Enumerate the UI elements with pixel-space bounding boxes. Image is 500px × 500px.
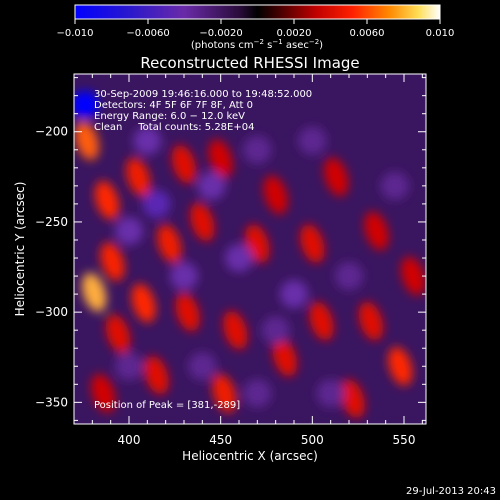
axis-ticks: 400 450 500 550 −200 −250 −300 −350	[35, 74, 426, 447]
x-tick-label: 500	[301, 433, 324, 447]
positive-blob	[144, 355, 169, 395]
positive-blob	[364, 211, 389, 251]
negative-blob	[243, 135, 272, 164]
positive-blob	[272, 337, 297, 377]
negative-blob	[170, 262, 198, 291]
negative-blob	[280, 280, 308, 309]
positive-blob	[91, 374, 116, 413]
positive-blob	[208, 139, 233, 179]
annotation-detectors: Detectors: 4F 5F 6F 7F 8F, Att 0	[94, 100, 253, 111]
footer-timestamp: 29-Jul-2013 20:43	[406, 486, 496, 497]
negative-blob	[335, 262, 363, 291]
positive-blob	[223, 310, 248, 350]
negative-blob	[142, 189, 171, 218]
annotations: 30-Sep-2009 19:46:16.000 to 19:48:52.000…	[94, 89, 312, 411]
negative-blob	[188, 352, 217, 381]
positive-blob	[100, 242, 125, 281]
negative-blob	[74, 90, 99, 119]
x-axis-label: Heliocentric X (arcsec)	[182, 449, 318, 463]
x-tick-label: 450	[209, 433, 232, 447]
negative-blob	[225, 244, 253, 273]
colorbar-tick-label: 0.0020	[277, 28, 312, 39]
positive-blob	[300, 224, 325, 263]
positive-blob	[175, 292, 200, 332]
positive-blob	[401, 256, 426, 296]
positive-blob	[212, 374, 237, 413]
positive-blob	[94, 180, 120, 220]
positive-blob	[171, 144, 197, 184]
chart-title: Reconstructed RHESSI Image	[140, 54, 359, 72]
negative-blob	[115, 352, 143, 381]
plot-frame	[73, 73, 427, 425]
negative-blob	[380, 171, 409, 200]
negative-blob	[261, 316, 290, 345]
y-tick-label: −300	[35, 305, 68, 319]
colorbar-tick-label: −0.0020	[199, 28, 242, 39]
colorbar-units: (photons cm−2 s−1 asec−2)	[191, 38, 323, 51]
positive-blob	[388, 346, 413, 386]
colorbar-tick-label: 0.0060	[350, 28, 385, 39]
colorbar-tick-label: −0.010	[56, 28, 93, 39]
y-tick-label: −200	[35, 125, 68, 139]
positive-blob	[340, 379, 365, 419]
negative-blob	[243, 379, 272, 408]
negative-blob	[316, 379, 345, 408]
y-tick-label: −250	[35, 215, 68, 229]
annotation-peak: Position of Peak = [381,-289]	[94, 400, 240, 411]
positive-blob	[190, 202, 215, 242]
colorbar-tick-label: −0.0060	[126, 28, 169, 39]
positive-blob	[309, 301, 334, 341]
negative-blob	[197, 171, 226, 200]
positive-blob	[126, 157, 151, 197]
positive-blob	[131, 283, 156, 323]
annotation-time: 30-Sep-2009 19:46:16.000 to 19:48:52.000	[94, 89, 312, 100]
colorbar-tick-label: 0.010	[426, 28, 455, 39]
positive-blob	[263, 175, 288, 215]
heatmap-image	[74, 74, 426, 424]
positive-blob	[358, 301, 384, 341]
negative-blob	[133, 126, 162, 155]
positive-blob	[324, 157, 349, 197]
annotation-energy: Energy Range: 6.0 − 12.0 keV	[94, 111, 245, 122]
x-tick-label: 400	[118, 433, 141, 447]
positive-blob	[105, 314, 131, 354]
negative-blob	[298, 126, 327, 155]
positive-blob	[74, 121, 99, 161]
y-axis-label: Heliocentric Y (arcsec)	[13, 182, 27, 317]
colorbar-ticks: −0.010 −0.0060 −0.0020 0.0020 0.0060 0.010	[56, 19, 454, 39]
y-tick-label: −350	[35, 395, 68, 409]
negative-blob	[115, 216, 143, 245]
colorbar	[74, 4, 441, 20]
positive-blob	[157, 224, 182, 263]
annotation-clean: Clean Total counts: 5.28E+04	[94, 122, 254, 133]
x-tick-label: 550	[393, 433, 416, 447]
positive-blob	[82, 272, 107, 312]
